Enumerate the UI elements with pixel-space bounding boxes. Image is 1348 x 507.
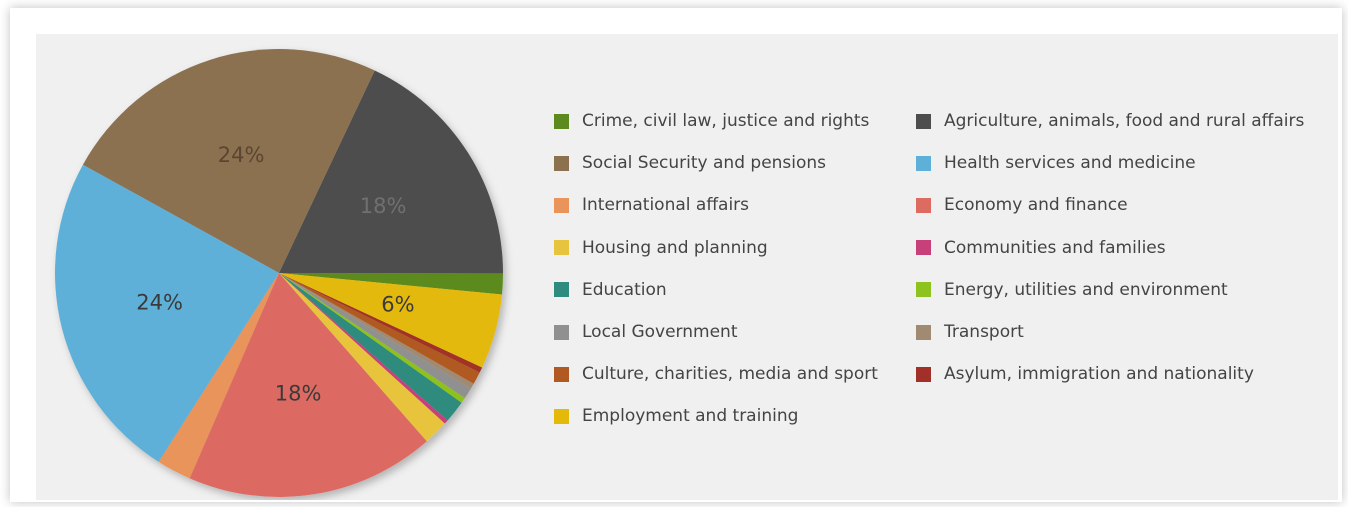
legend-swatch (554, 366, 569, 382)
legend-label: International affairs (582, 195, 750, 216)
legend-swatch (916, 113, 931, 129)
legend-swatch (916, 366, 931, 382)
legend-item: Employment and training (554, 403, 798, 429)
pie-slice-14 (279, 273, 483, 373)
legend-swatch (554, 113, 569, 129)
legend-label: Employment and training (582, 406, 799, 427)
legend-label: Crime, civil law, justice and rights (582, 111, 870, 131)
legend-swatch (916, 324, 931, 340)
legend-item: Transport (916, 319, 1024, 345)
chart-area: 18% 24% 24% 18% 6% (36, 34, 1338, 500)
legend-item: Asylum, immigration and nationality (916, 361, 1254, 387)
slice-percent-label: 18% (360, 194, 407, 218)
legend-item: Agriculture, animals, food and rural aff… (916, 108, 1304, 134)
legend-label: Social Security and pensions (582, 153, 827, 174)
legend-label: Housing and planning (582, 237, 768, 258)
legend-swatch (554, 155, 569, 171)
legend-item: Crime, civil law, justice and rights (554, 108, 869, 134)
legend-label: Economy and finance (944, 195, 1128, 216)
slice-percent-label: 18% (275, 382, 322, 406)
pie-slice-7 (279, 273, 445, 442)
slice-percent-label: 6% (381, 292, 414, 316)
legend-label: Culture, charities, media and sport (582, 364, 878, 385)
pie-slice-13 (279, 273, 480, 384)
legend-swatch (554, 240, 569, 256)
pie-slice-4 (54, 164, 279, 462)
pie-slice-9 (279, 273, 462, 421)
pie-slice-12 (279, 273, 474, 389)
pie-slice-2 (279, 70, 504, 274)
pie-slice-3 (82, 49, 375, 274)
legend-swatch (916, 240, 931, 256)
legend-label: Transport (944, 322, 1024, 342)
pie-chart: 18% 24% 24% 18% 6% (54, 49, 504, 497)
legend-item: International affairs (554, 192, 749, 218)
legend-item: Housing and planning (554, 235, 768, 261)
legend-swatch (554, 197, 569, 213)
legend-label: Communities and families (944, 237, 1166, 258)
legend: Crime, civil law, justice and rights Agri… (554, 108, 1348, 438)
legend-label: Health services and medicine (944, 153, 1196, 174)
pie-slice-8 (279, 273, 448, 424)
pie-slice-11 (279, 273, 471, 399)
pie-slice-1 (279, 273, 503, 295)
legend-item: Social Security and pensions (554, 150, 826, 176)
legend-swatch (554, 408, 569, 424)
legend-label: Asylum, immigration and nationality (944, 364, 1254, 385)
legend-item: Education (554, 277, 667, 303)
legend-label: Agriculture, animals, food and rural aff… (944, 111, 1305, 131)
slice-percent-label: 24% (136, 290, 183, 314)
pie-slice-5 (158, 273, 279, 479)
pie-slice-10 (279, 273, 465, 403)
legend-swatch (916, 155, 931, 171)
legend-item: Health services and medicine (916, 150, 1196, 176)
legend-swatch (554, 282, 569, 298)
legend-swatch (916, 197, 931, 213)
legend-item: Local Government (554, 319, 737, 345)
pie-slices (54, 49, 504, 497)
legend-label: Energy, utilities and environment (944, 279, 1228, 300)
pie-slice-15 (279, 273, 502, 368)
pie-slice-6 (189, 273, 427, 497)
legend-label: Education (582, 279, 667, 300)
chart-frame: 18% 24% 24% 18% 6% Crime, civil law, justice… (10, 8, 1342, 502)
legend-swatch (554, 324, 569, 340)
slice-percent-label: 24% (218, 143, 265, 167)
legend-label: Local Government (582, 322, 738, 342)
legend-swatch (916, 282, 931, 298)
legend-item: Economy and finance (916, 192, 1128, 218)
legend-item: Culture, charities, media and sport (554, 361, 878, 387)
legend-item: Energy, utilities and environment (916, 277, 1228, 303)
legend-item: Communities and families (916, 235, 1166, 261)
